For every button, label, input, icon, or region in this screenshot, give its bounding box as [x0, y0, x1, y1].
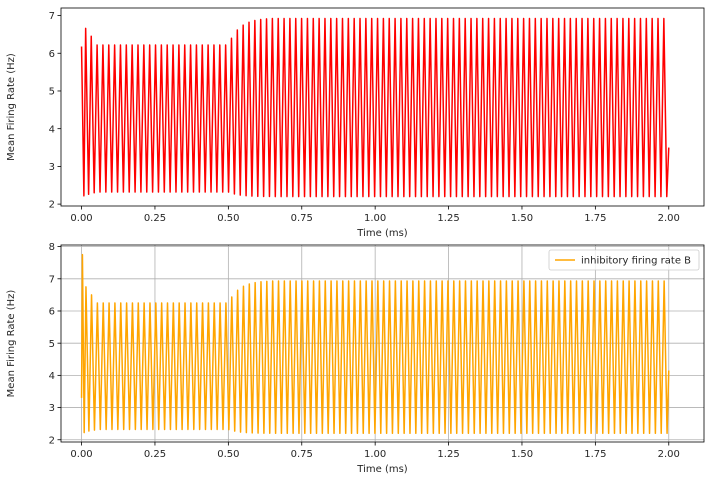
- bottom-chart-x-tick-label: 0.50: [217, 449, 239, 460]
- top-chart-y-tick-label: 3: [49, 162, 55, 173]
- bottom-chart-series-layer: [80, 253, 670, 435]
- bottom-chart-y-ticks: 2 3 4 5 6 7 8: [49, 242, 61, 446]
- top-chart-x-axis-label: Time (ms): [356, 228, 408, 239]
- top-chart-x-tick-label: 0.25: [144, 213, 166, 224]
- bottom-chart-x-tick-label: 0.00: [70, 449, 92, 460]
- bottom-chart-legend: inhibitory firing rate B: [548, 249, 700, 271]
- top-chart-frame: [60, 7, 705, 207]
- bottom-chart-x-tick-label: 1.75: [584, 449, 606, 460]
- bottom-chart-y-tick-label: 8: [49, 242, 55, 253]
- top-chart-x-ticks: 0.00 0.25 0.50 0.75 1.00 1.25 1.50 1.75 2.00: [70, 206, 680, 224]
- top-chart-series-line: [80, 17, 670, 198]
- top-chart-x-tick-label: 0.00: [70, 213, 92, 224]
- bottom-chart-x-axis-label: Time (ms): [356, 464, 408, 475]
- bottom-chart-y-tick-label: 4: [49, 371, 55, 382]
- bottom-chart-y-tick-label: 2: [49, 435, 55, 446]
- bottom-chart-legend-box: [548, 249, 700, 271]
- top-chart-x-tick-label: 1.50: [511, 213, 533, 224]
- bottom-chart-x-tick-label: 0.25: [144, 449, 166, 460]
- bottom-chart-y-tick-label: 7: [49, 274, 55, 285]
- top-chart-y-tick-label: 7: [49, 11, 55, 22]
- top-chart-y-ticks: 2 3 4 5 6 7: [49, 11, 61, 211]
- bottom-chart-y-tick-label: 5: [49, 339, 55, 350]
- top-chart-y-axis-label: Mean Firing Rate (Hz): [6, 53, 17, 161]
- bottom-chart-x-tick-label: 2.00: [658, 449, 680, 460]
- top-chart-series-layer: [80, 17, 670, 198]
- bottom-chart-panel: 0.00 0.25 0.50 0.75 1.00 1.25 1.50 1.75 2.00 2 3 4…: [6, 242, 705, 475]
- bottom-chart-x-tick-label: 1.25: [437, 449, 459, 460]
- bottom-chart-x-tick-label: 0.75: [291, 449, 313, 460]
- top-chart-x-tick-label: 0.75: [291, 213, 313, 224]
- top-chart-y-tick-label: 5: [49, 87, 55, 98]
- bottom-chart-x-ticks: 0.00 0.25 0.50 0.75 1.00 1.25 1.50 1.75 2.00: [70, 442, 680, 460]
- bottom-chart-legend-label: inhibitory firing rate B: [581, 256, 691, 267]
- bottom-chart-series-line: [80, 253, 670, 435]
- bottom-chart-y-axis-label: Mean Firing Rate (Hz): [6, 290, 17, 398]
- top-chart-x-tick-label: 1.25: [437, 213, 459, 224]
- bottom-chart-x-tick-label: 1.50: [511, 449, 533, 460]
- top-chart-x-tick-label: 1.75: [584, 213, 606, 224]
- top-chart-x-tick-label: 0.50: [217, 213, 239, 224]
- top-chart-x-tick-label: 2.00: [658, 213, 680, 224]
- top-chart-y-tick-label: 2: [49, 200, 55, 211]
- bottom-chart-y-tick-label: 6: [49, 307, 55, 318]
- top-chart-panel: 0.00 0.25 0.50 0.75 1.00 1.25 1.50 1.75 2.00 2 3 4…: [6, 7, 705, 239]
- top-chart-y-tick-label: 4: [49, 124, 55, 135]
- bottom-chart-y-tick-label: 3: [49, 403, 55, 414]
- top-chart-y-tick-label: 6: [49, 49, 55, 60]
- bottom-chart-x-tick-label: 1.00: [364, 449, 386, 460]
- top-chart-x-tick-label: 1.00: [364, 213, 386, 224]
